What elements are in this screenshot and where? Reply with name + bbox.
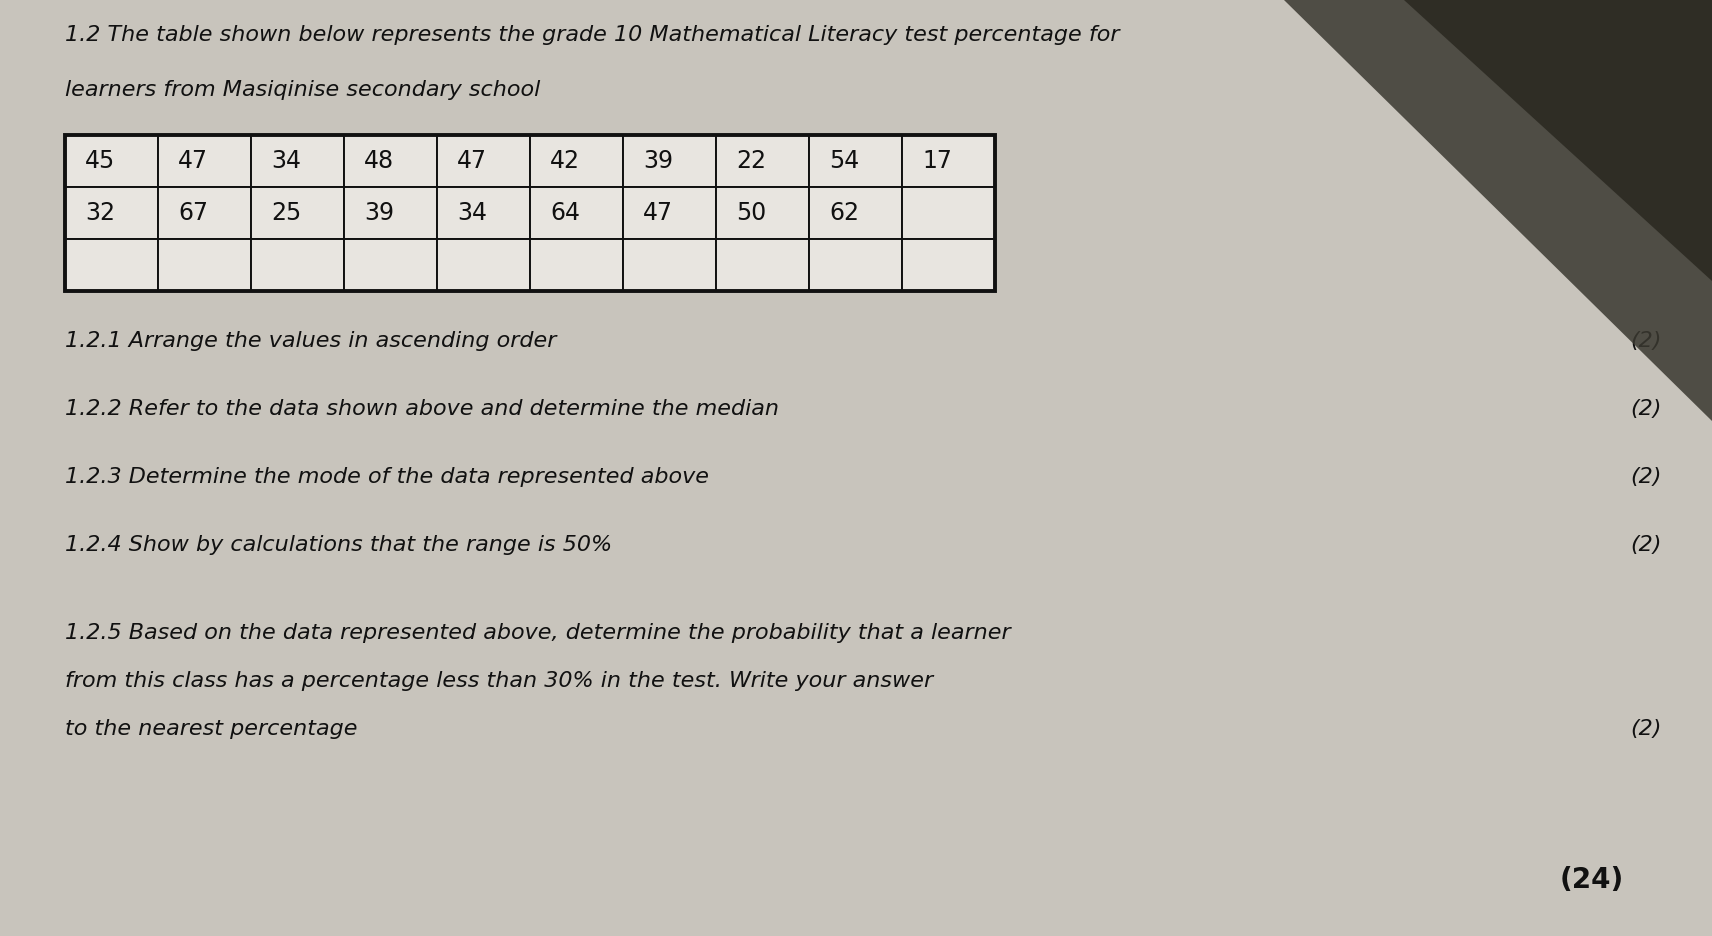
Text: 62: 62	[829, 201, 859, 225]
Text: 32: 32	[86, 201, 115, 225]
Text: (2): (2)	[1630, 399, 1662, 419]
Text: 45: 45	[86, 149, 115, 173]
Text: (2): (2)	[1630, 467, 1662, 487]
Bar	[252, 187, 344, 239]
Bar	[623, 187, 716, 239]
Bar	[810, 187, 902, 239]
Bar	[158, 135, 252, 187]
Text: 39: 39	[365, 201, 394, 225]
Bar	[531, 187, 623, 239]
Bar	[344, 135, 437, 187]
Text: 1.2 The table shown below represents the grade 10 Mathematical Literacy test per: 1.2 The table shown below represents the…	[65, 25, 1120, 45]
Bar	[65, 239, 158, 291]
Bar	[158, 187, 252, 239]
Text: 1.2.4 Show by calculations that the range is 50%: 1.2.4 Show by calculations that the rang…	[65, 535, 613, 555]
Text: (2): (2)	[1630, 535, 1662, 555]
Text: 39: 39	[644, 149, 673, 173]
Text: 34: 34	[270, 149, 301, 173]
Text: 42: 42	[550, 149, 580, 173]
Bar	[437, 135, 531, 187]
Bar	[344, 187, 437, 239]
Text: (24): (24)	[1560, 866, 1625, 894]
Bar	[65, 135, 158, 187]
Text: 34: 34	[457, 201, 488, 225]
Bar	[810, 239, 902, 291]
Bar	[158, 239, 252, 291]
Polygon shape	[1404, 0, 1712, 281]
Bar	[810, 135, 902, 187]
Text: (2): (2)	[1630, 331, 1662, 351]
Text: 47: 47	[644, 201, 673, 225]
Text: from this class has a percentage less than 30% in the test. Write your answer: from this class has a percentage less th…	[65, 671, 933, 691]
Bar	[531, 239, 623, 291]
Bar	[902, 135, 995, 187]
Text: 1.2.1 Arrange the values in ascending order: 1.2.1 Arrange the values in ascending or…	[65, 331, 556, 351]
Text: 1.2.5 Based on the data represented above, determine the probability that a lear: 1.2.5 Based on the data represented abov…	[65, 623, 1010, 643]
Bar	[902, 239, 995, 291]
Text: 67: 67	[178, 201, 209, 225]
Text: 50: 50	[736, 201, 767, 225]
Text: 1.2.3 Determine the mode of the data represented above: 1.2.3 Determine the mode of the data rep…	[65, 467, 709, 487]
Text: (2): (2)	[1630, 719, 1662, 739]
Bar	[716, 239, 810, 291]
Text: 48: 48	[365, 149, 394, 173]
Text: 25: 25	[270, 201, 301, 225]
Text: learners from Masiqinise secondary school: learners from Masiqinise secondary schoo…	[65, 80, 541, 100]
Bar	[716, 135, 810, 187]
Bar	[531, 135, 623, 187]
Text: 47: 47	[457, 149, 488, 173]
Bar	[344, 239, 437, 291]
Bar	[437, 239, 531, 291]
Bar	[437, 187, 531, 239]
Text: 1.2.2 Refer to the data shown above and determine the median: 1.2.2 Refer to the data shown above and …	[65, 399, 779, 419]
Text: 22: 22	[736, 149, 767, 173]
Bar	[65, 135, 995, 291]
Bar	[716, 187, 810, 239]
Bar	[65, 187, 158, 239]
Bar	[623, 135, 716, 187]
Bar	[252, 135, 344, 187]
Text: 54: 54	[829, 149, 859, 173]
Text: 47: 47	[178, 149, 209, 173]
Bar	[902, 187, 995, 239]
Bar	[623, 239, 716, 291]
Text: to the nearest percentage: to the nearest percentage	[65, 719, 358, 739]
Bar	[252, 239, 344, 291]
Text: 64: 64	[550, 201, 580, 225]
Polygon shape	[1284, 0, 1712, 421]
Text: 17: 17	[923, 149, 952, 173]
